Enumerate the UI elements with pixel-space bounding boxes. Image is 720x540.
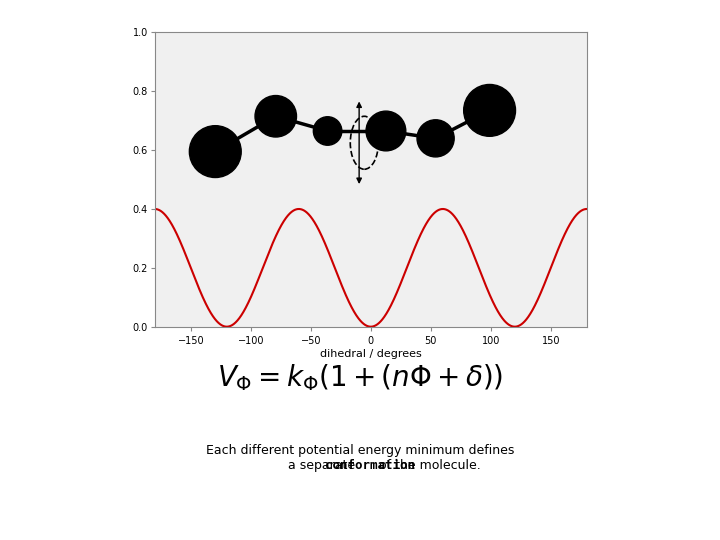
Text: a separate: a separate bbox=[288, 459, 359, 472]
Text: of the molecule.: of the molecule. bbox=[374, 459, 480, 472]
Ellipse shape bbox=[366, 111, 406, 151]
Ellipse shape bbox=[313, 117, 342, 145]
Ellipse shape bbox=[189, 126, 241, 178]
Text: $V_{\Phi} = k_{\Phi}\left(1 + (n\Phi + \delta)\right)$: $V_{\Phi} = k_{\Phi}\left(1 + (n\Phi + \… bbox=[217, 362, 503, 394]
Text: conformation: conformation bbox=[325, 459, 415, 472]
Ellipse shape bbox=[417, 120, 454, 157]
Text: Each different potential energy minimum defines: Each different potential energy minimum … bbox=[206, 444, 514, 457]
Ellipse shape bbox=[255, 96, 297, 137]
Ellipse shape bbox=[464, 84, 516, 136]
X-axis label: dihedral / degrees: dihedral / degrees bbox=[320, 348, 422, 359]
